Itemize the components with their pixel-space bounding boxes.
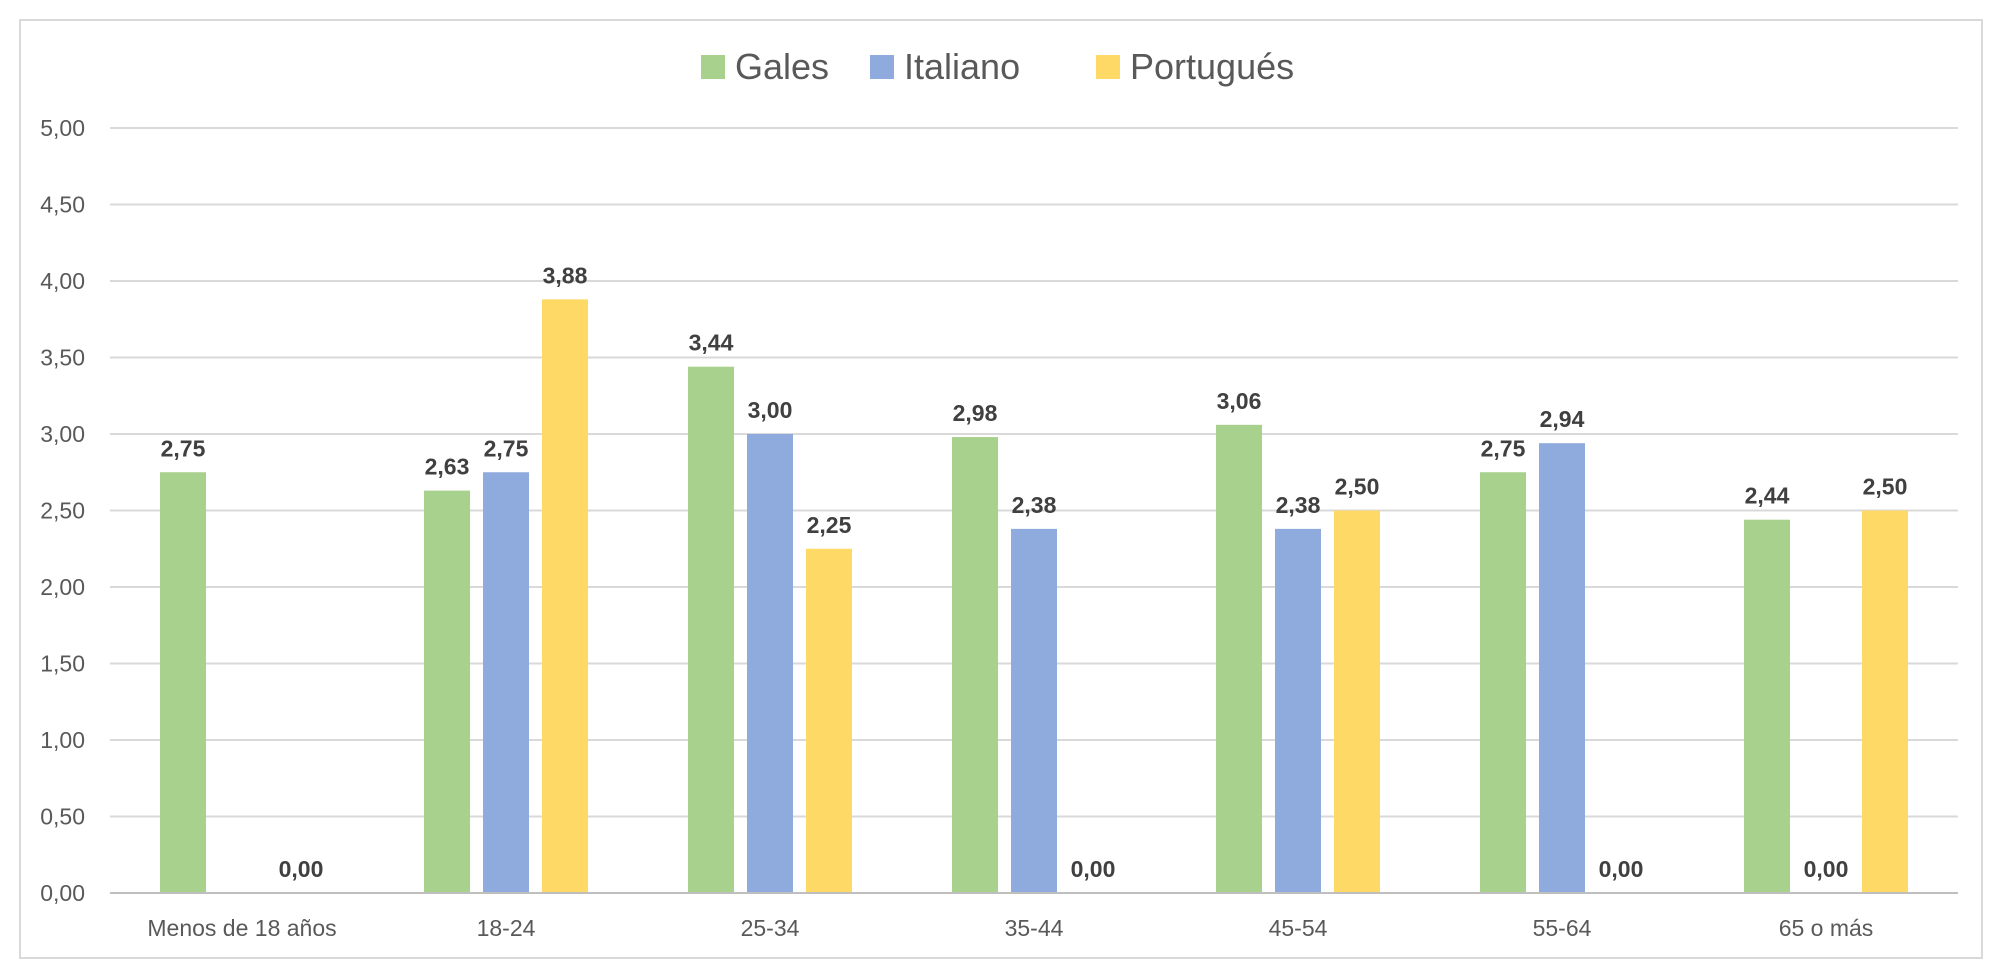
bar-italiano xyxy=(1539,443,1585,893)
x-tick-label: 35-44 xyxy=(1005,915,1064,941)
data-label: 2,98 xyxy=(953,400,998,426)
y-tick-label: 1,00 xyxy=(40,727,85,753)
data-label: 3,00 xyxy=(748,397,793,423)
legend-label: Portugués xyxy=(1130,46,1294,87)
y-tick-label: 3,00 xyxy=(40,421,85,447)
legend: Gales Italiano Portugués xyxy=(701,46,1294,87)
legend-label: Italiano xyxy=(904,46,1020,87)
x-tick-label: 18-24 xyxy=(477,915,536,941)
x-tick-label: 55-64 xyxy=(1533,915,1592,941)
legend-item-gales: Gales xyxy=(701,46,829,87)
legend-swatch xyxy=(701,55,725,79)
y-tick-label: 2,50 xyxy=(40,498,85,524)
bar-gales xyxy=(952,437,998,893)
data-label: 2,25 xyxy=(807,512,852,538)
chart-frame xyxy=(19,19,1983,959)
x-tick-label: 65 o más xyxy=(1779,915,1874,941)
legend-label: Gales xyxy=(735,46,829,87)
data-label: 3,06 xyxy=(1217,388,1262,414)
data-label: 2,38 xyxy=(1012,492,1057,518)
data-label: 0,00 xyxy=(279,856,324,882)
data-label: 3,88 xyxy=(543,262,588,288)
data-label: 3,44 xyxy=(689,330,734,356)
y-tick-label: 1,50 xyxy=(40,651,85,677)
axes: 0,00 0,50 1,00 1,50 2,00 2,50 3,00 3,50 4,00 4,50… xyxy=(40,115,1958,941)
bar-portugués xyxy=(1334,510,1380,893)
data-label: 2,75 xyxy=(1481,435,1526,461)
y-tick-label: 4,50 xyxy=(40,192,85,218)
data-label: 2,63 xyxy=(425,454,470,480)
bar-portugués xyxy=(1862,510,1908,893)
bar-gales xyxy=(160,472,206,893)
data-label: 2,50 xyxy=(1863,474,1908,500)
bar-gales xyxy=(1480,472,1526,893)
y-tick-label: 5,00 xyxy=(40,115,85,141)
bar-gales xyxy=(688,366,734,893)
data-label: 2,38 xyxy=(1276,492,1321,518)
legend-swatch xyxy=(870,55,894,79)
data-label: 2,75 xyxy=(161,435,206,461)
bars xyxy=(160,299,1908,893)
data-label: 2,75 xyxy=(484,435,529,461)
bar-portugués xyxy=(806,548,852,893)
bar-italiano xyxy=(747,434,793,893)
y-tick-label: 3,50 xyxy=(40,345,85,371)
y-tick-label: 4,00 xyxy=(40,268,85,294)
legend-item-portugués: Portugués xyxy=(1096,46,1294,87)
x-tick-label: 25-34 xyxy=(741,915,800,941)
data-label: 2,94 xyxy=(1540,406,1585,432)
data-label: 0,00 xyxy=(1071,856,1116,882)
bar-italiano xyxy=(1275,528,1321,893)
data-label: 2,50 xyxy=(1335,474,1380,500)
data-label: 0,00 xyxy=(1804,856,1849,882)
data-label: 0,00 xyxy=(1599,856,1644,882)
x-tick-label: Menos de 18 años xyxy=(147,915,336,941)
bar-gales xyxy=(1216,424,1262,893)
y-tick-label: 0,50 xyxy=(40,804,85,830)
bar-gales xyxy=(424,490,470,893)
data-labels: 2,75 0,00 2,63 2,75 3,88 3,44 3,00 2,25 2,98 2,38… xyxy=(161,262,1908,882)
bar-portugués xyxy=(542,299,588,893)
legend-item-italiano: Italiano xyxy=(870,46,1020,87)
data-label: 2,44 xyxy=(1745,483,1790,509)
bar-gales xyxy=(1744,519,1790,893)
legend-swatch xyxy=(1096,55,1120,79)
bar-italiano xyxy=(483,472,529,893)
bar-italiano xyxy=(1011,528,1057,893)
y-tick-label: 0,00 xyxy=(40,880,85,906)
y-tick-label: 2,00 xyxy=(40,574,85,600)
x-tick-label: 45-54 xyxy=(1269,915,1328,941)
